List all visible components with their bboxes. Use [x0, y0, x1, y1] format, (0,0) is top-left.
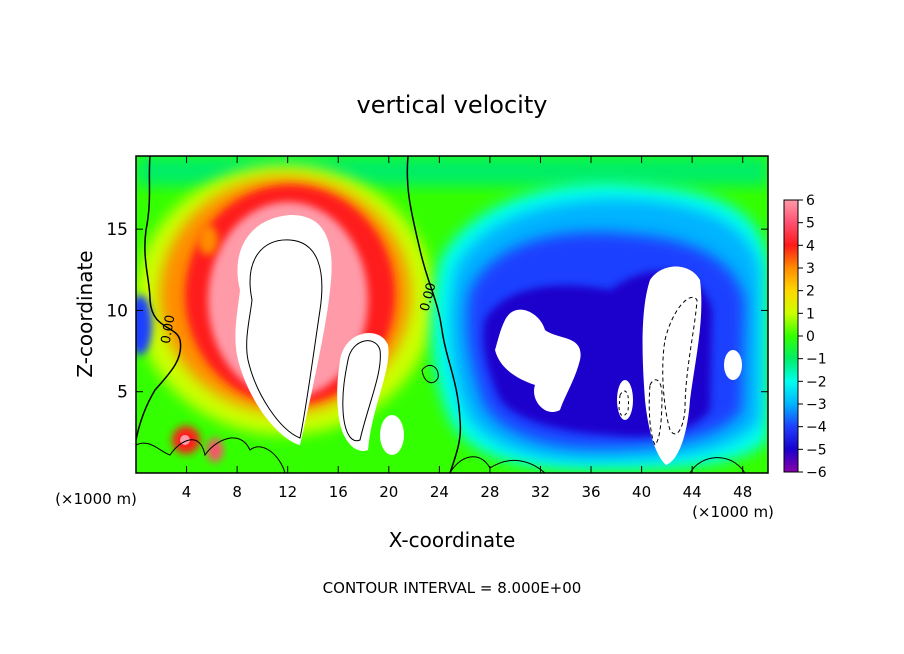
colorbar-ticks: 6 5 4 3 2 1 0 −1 −2 −3 −4 −5 −6 [798, 193, 827, 481]
colorbar-tick-label: 5 [806, 216, 815, 232]
colorbar-tick-label: 3 [806, 261, 815, 277]
y-tick-label: 10 [106, 301, 128, 321]
updraft-contour-a [246, 239, 323, 439]
zero-contour-left [136, 156, 182, 441]
x-axis-label: X-coordinate [389, 528, 516, 552]
updraft-core-secondary [337, 333, 389, 451]
chart-title: vertical velocity [357, 91, 548, 119]
contour-interval-footer: CONTOUR INTERVAL = 8.000E+00 [323, 579, 582, 597]
x-tick-label: 28 [480, 483, 499, 501]
colorbar-tick-label: −4 [806, 420, 827, 436]
x-tick-label: 4 [182, 483, 192, 501]
updraft-plume [136, 165, 435, 462]
zero-contour-middle [406, 156, 462, 473]
x-tick-label: 16 [329, 483, 348, 501]
x-tick-label: 8 [232, 483, 242, 501]
x-tick-label: 12 [278, 483, 297, 501]
downdraft-core-d [724, 350, 742, 380]
x-tick-label: 20 [379, 483, 398, 501]
x-axis-ticks: 4 8 12 16 20 24 28 32 36 40 44 48 [182, 156, 752, 501]
left-edge-downdraft [136, 295, 152, 355]
downdraft-core-a [495, 309, 581, 412]
colorbar-tick-label: 1 [806, 306, 815, 322]
downdraft-dashed-contour-b [648, 379, 663, 446]
zero-contour-small-loop [421, 365, 439, 384]
warm-cell-d [198, 225, 218, 255]
colorbar-tick-label: −5 [806, 442, 827, 458]
x-tick-label: 48 [733, 483, 752, 501]
x-tick-label: 44 [683, 483, 702, 501]
colorbar-tick-label: −6 [806, 465, 827, 481]
warm-cell-b [207, 438, 223, 462]
x-tick-label: 40 [632, 483, 651, 501]
colorbar-tick-label: 4 [806, 238, 815, 254]
velocity-field: 0.00 0.00 [136, 156, 768, 473]
updraft-contour-b [342, 340, 381, 442]
x-unit-left: (×1000 m) [55, 490, 137, 508]
updraft-core [235, 214, 332, 445]
updraft-core-small [380, 415, 404, 455]
colorbar [783, 199, 799, 473]
colorbar-tick-label: −1 [806, 352, 827, 368]
colorbar-tick-label: 2 [806, 284, 815, 300]
y-tick-label: 15 [106, 220, 128, 240]
x-tick-label: 32 [531, 483, 550, 501]
downdraft-region [431, 182, 768, 471]
zero-contour-ground [136, 437, 286, 473]
plot-frame [135, 155, 769, 474]
downdraft-core-b [642, 266, 702, 465]
downdraft-dashed-contour-c [618, 390, 629, 417]
x-tick-label: 24 [430, 483, 449, 501]
downdraft-dashed-contour-a [662, 297, 698, 435]
colorbar-tick-label: −3 [806, 397, 827, 413]
x-unit-right: (×1000 m) [692, 503, 774, 521]
colorbar-tick-label: 6 [806, 193, 815, 209]
y-tick-label: 5 [117, 383, 128, 403]
colorbar-tick-label: −2 [806, 374, 827, 390]
y-axis-label: Z-coordinate [73, 250, 97, 377]
x-tick-label: 36 [581, 483, 600, 501]
contour-label-middle: 0.00 [418, 281, 440, 313]
colorbar-tick-label: 0 [806, 329, 815, 345]
downdraft-core-c [617, 380, 633, 420]
contour-label-left: 0.00 [159, 314, 179, 345]
y-axis-ticks: 5 10 15 [106, 220, 768, 403]
